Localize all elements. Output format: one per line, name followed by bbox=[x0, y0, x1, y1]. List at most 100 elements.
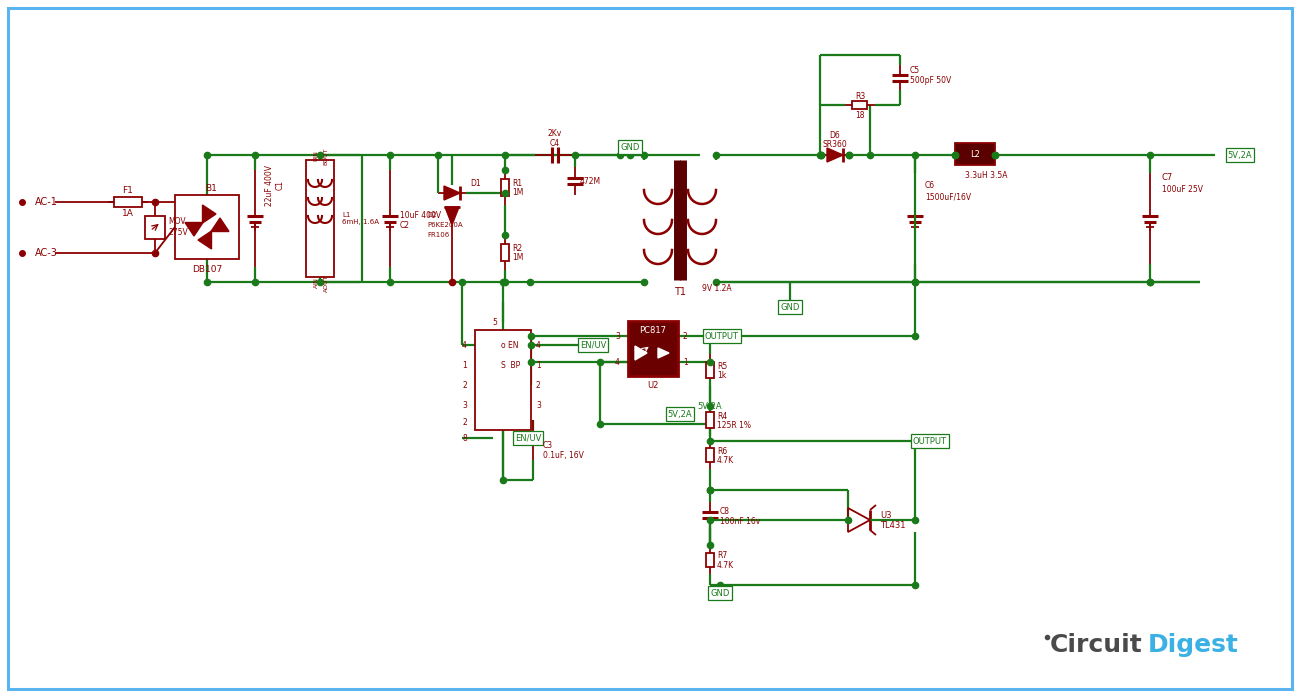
Text: BIN: BIN bbox=[313, 151, 318, 162]
Text: 1: 1 bbox=[463, 360, 467, 369]
Text: 4.7K: 4.7K bbox=[718, 560, 734, 569]
Text: 1500uF/16V: 1500uF/16V bbox=[926, 192, 971, 201]
Text: D2: D2 bbox=[426, 212, 437, 218]
Text: C7: C7 bbox=[1162, 172, 1173, 181]
Text: B1: B1 bbox=[205, 183, 217, 192]
Text: C8: C8 bbox=[720, 507, 731, 516]
Text: 125R 1%: 125R 1% bbox=[718, 420, 751, 429]
Text: 3: 3 bbox=[615, 332, 620, 341]
Polygon shape bbox=[827, 148, 842, 162]
Text: 3.3uH 3.5A: 3.3uH 3.5A bbox=[965, 171, 1008, 180]
Bar bbox=[474, 330, 530, 430]
Text: 18: 18 bbox=[855, 111, 865, 119]
Polygon shape bbox=[445, 207, 459, 225]
Text: FR106: FR106 bbox=[426, 232, 450, 238]
Text: EN/UV: EN/UV bbox=[580, 341, 606, 349]
Bar bbox=[500, 244, 510, 261]
Text: D1: D1 bbox=[471, 178, 481, 187]
Text: 0.1uF, 16V: 0.1uF, 16V bbox=[543, 450, 584, 459]
Polygon shape bbox=[198, 231, 212, 249]
Bar bbox=[146, 216, 165, 239]
Text: BOUT: BOUT bbox=[324, 147, 329, 164]
Text: 22uF 400V: 22uF 400V bbox=[265, 164, 274, 206]
Text: R3: R3 bbox=[855, 91, 865, 100]
Text: 5V,2A: 5V,2A bbox=[698, 401, 723, 411]
Polygon shape bbox=[211, 218, 229, 231]
Bar bbox=[706, 448, 714, 462]
Text: L1
6mH, 1.6A: L1 6mH, 1.6A bbox=[342, 211, 380, 224]
Text: Digest: Digest bbox=[1148, 633, 1239, 657]
Text: 2: 2 bbox=[463, 381, 467, 390]
Text: R6: R6 bbox=[718, 447, 727, 456]
Polygon shape bbox=[445, 186, 460, 200]
Text: AOUT: AOUT bbox=[324, 274, 329, 292]
Text: MOV
275V: MOV 275V bbox=[168, 217, 187, 237]
Text: C4: C4 bbox=[550, 139, 560, 148]
Bar bbox=[706, 412, 714, 428]
Text: 500pF 50V: 500pF 50V bbox=[910, 75, 952, 84]
Text: 4.7K: 4.7K bbox=[718, 456, 734, 464]
Text: GND: GND bbox=[620, 142, 640, 151]
Text: C1: C1 bbox=[276, 180, 285, 190]
Text: OUTPUT: OUTPUT bbox=[913, 436, 946, 445]
Text: C3: C3 bbox=[543, 441, 552, 450]
Text: R1: R1 bbox=[512, 179, 523, 188]
Text: 9V 1.2A: 9V 1.2A bbox=[702, 284, 732, 293]
Text: 4: 4 bbox=[536, 341, 541, 349]
Bar bbox=[114, 197, 142, 207]
Text: 1: 1 bbox=[536, 360, 541, 369]
Text: 5: 5 bbox=[493, 318, 498, 326]
Polygon shape bbox=[634, 346, 647, 360]
Text: C2: C2 bbox=[400, 220, 410, 229]
Bar bbox=[853, 101, 867, 109]
Text: 4: 4 bbox=[615, 358, 620, 367]
Text: R2: R2 bbox=[512, 244, 523, 253]
Text: 1k: 1k bbox=[718, 371, 727, 379]
Bar bbox=[706, 553, 714, 567]
Text: 2: 2 bbox=[536, 381, 541, 390]
Text: EN/UV: EN/UV bbox=[515, 434, 541, 443]
Text: 1M: 1M bbox=[512, 253, 524, 262]
Text: 2: 2 bbox=[682, 332, 688, 341]
Text: 2: 2 bbox=[463, 418, 467, 427]
Text: o EN: o EN bbox=[500, 341, 519, 349]
Text: 472M: 472M bbox=[580, 176, 601, 185]
Text: R5: R5 bbox=[718, 362, 727, 371]
Text: SR360: SR360 bbox=[823, 139, 848, 148]
Text: 3: 3 bbox=[536, 401, 541, 410]
Polygon shape bbox=[203, 205, 216, 223]
Text: AC-1: AC-1 bbox=[35, 197, 58, 207]
Text: AC-3: AC-3 bbox=[35, 248, 58, 258]
Text: 1M: 1M bbox=[512, 188, 524, 197]
Text: AIN: AIN bbox=[313, 277, 318, 289]
Text: P6KE200A: P6KE200A bbox=[426, 222, 463, 228]
Text: GND: GND bbox=[710, 588, 729, 597]
Text: C5: C5 bbox=[910, 66, 920, 75]
Text: L2: L2 bbox=[970, 149, 980, 158]
Text: S  BP: S BP bbox=[500, 360, 520, 369]
Polygon shape bbox=[185, 222, 203, 236]
Text: TL431: TL431 bbox=[880, 521, 906, 530]
Text: 4: 4 bbox=[462, 341, 467, 349]
Text: 1A: 1A bbox=[122, 208, 134, 217]
Text: DB107: DB107 bbox=[192, 264, 222, 273]
Text: 3: 3 bbox=[462, 401, 467, 410]
Text: T1: T1 bbox=[673, 287, 686, 297]
Text: F1: F1 bbox=[122, 185, 134, 194]
Text: 100nF 16v: 100nF 16v bbox=[720, 517, 760, 526]
Bar bbox=[306, 160, 334, 277]
Bar bbox=[956, 143, 994, 165]
Text: 10uF 400V: 10uF 400V bbox=[400, 210, 441, 220]
Text: 1: 1 bbox=[682, 358, 688, 367]
Text: 8: 8 bbox=[463, 434, 467, 443]
Bar bbox=[500, 178, 510, 197]
Text: 2Kv: 2Kv bbox=[547, 128, 562, 137]
Text: R7: R7 bbox=[718, 551, 727, 560]
Polygon shape bbox=[658, 348, 670, 358]
Text: PC817: PC817 bbox=[640, 325, 667, 335]
Text: 100uF 25V: 100uF 25V bbox=[1162, 185, 1202, 194]
Bar bbox=[706, 362, 714, 378]
Text: U2: U2 bbox=[647, 381, 659, 390]
Text: OUTPUT: OUTPUT bbox=[705, 332, 738, 341]
Text: 5V,2A: 5V,2A bbox=[1227, 151, 1252, 160]
